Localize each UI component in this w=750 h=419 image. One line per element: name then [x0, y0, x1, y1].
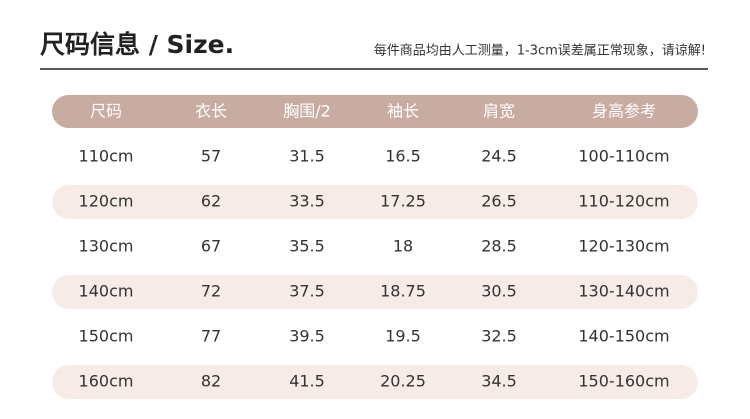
row-background: [52, 275, 698, 309]
cell: 130-140cm: [578, 282, 669, 301]
cell: 30.5: [481, 282, 517, 301]
cell: 150cm: [79, 327, 134, 346]
cell: 41.5: [289, 372, 325, 391]
cell: 77: [201, 327, 221, 346]
cell: 26.5: [481, 192, 517, 211]
cell: 130cm: [79, 237, 134, 256]
cell: 28.5: [481, 237, 517, 256]
row-background: [52, 185, 698, 219]
cell: 35.5: [289, 237, 325, 256]
cell: 34.5: [481, 372, 517, 391]
cell: 62: [201, 192, 221, 211]
cell: 110-120cm: [578, 192, 669, 211]
column-header: 衣长: [195, 102, 227, 121]
note: 每件商品均由人工测量，1-3cm误差属正常现象，请谅解!: [374, 43, 706, 59]
cell: 19.5: [385, 327, 421, 346]
cell: 31.5: [289, 147, 325, 166]
cell: 72: [201, 282, 221, 301]
column-header: 肩宽: [483, 102, 515, 121]
row-background: [52, 365, 698, 399]
cell: 20.25: [380, 372, 426, 391]
cell: 16.5: [385, 147, 421, 166]
cell: 100-110cm: [578, 147, 669, 166]
cell: 17.25: [380, 192, 426, 211]
cell: 67: [201, 237, 221, 256]
cell: 120-130cm: [578, 237, 669, 256]
cell: 18.75: [380, 282, 426, 301]
column-header: 尺码: [90, 102, 122, 121]
cell: 120cm: [79, 192, 134, 211]
cell: 18: [393, 237, 413, 256]
cell: 37.5: [289, 282, 325, 301]
cell: 110cm: [79, 147, 134, 166]
cell: 57: [201, 147, 221, 166]
cell: 39.5: [289, 327, 325, 346]
cell: 150-160cm: [578, 372, 669, 391]
cell: 82: [201, 372, 221, 391]
cell: 140-150cm: [578, 327, 669, 346]
column-header: 胸围/2: [283, 102, 331, 121]
cell: 160cm: [79, 372, 134, 391]
header-row: [52, 95, 698, 128]
cell: 140cm: [79, 282, 134, 301]
cell: 24.5: [481, 147, 517, 166]
column-header: 袖长: [387, 102, 419, 121]
cell: 33.5: [289, 192, 325, 211]
cell: 32.5: [481, 327, 517, 346]
title: 尺码信息 / Size.: [40, 30, 234, 59]
column-header: 身高参考: [592, 102, 656, 121]
